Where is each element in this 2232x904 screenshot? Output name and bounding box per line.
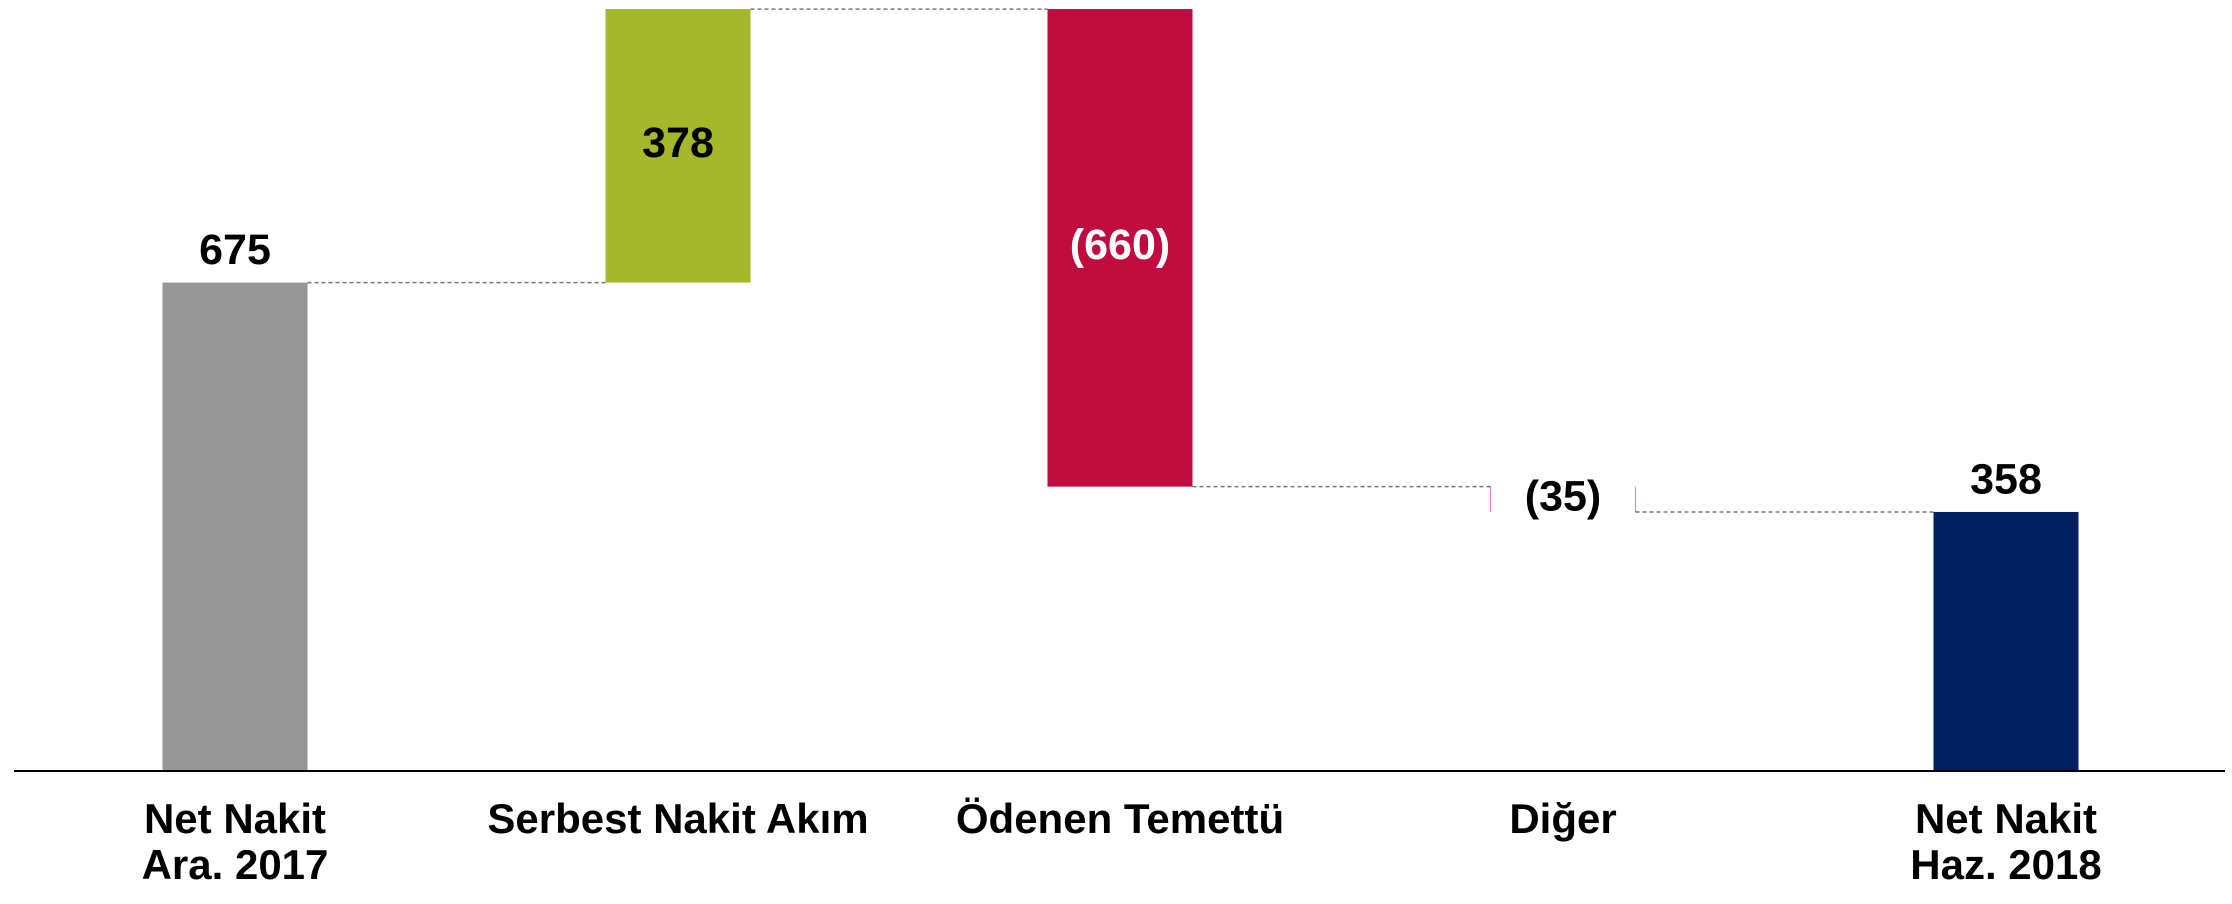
x-tick-label: Net Nakit Haz. 2018 bbox=[1910, 795, 2102, 888]
bar bbox=[1047, 9, 1193, 487]
x-tick-label: Ödenen Temettü bbox=[955, 795, 1285, 842]
x-tick-label: Diğer bbox=[1509, 795, 1617, 842]
value-label: 378 bbox=[642, 119, 714, 167]
bar bbox=[162, 282, 308, 771]
label-bg bbox=[1491, 473, 1635, 526]
value-label: (35) bbox=[1525, 473, 1601, 521]
value-label: (660) bbox=[1070, 221, 1170, 269]
bar bbox=[605, 9, 751, 283]
x-tick-label: Net Nakit Ara. 2017 bbox=[141, 795, 329, 888]
value-label: 358 bbox=[1970, 455, 2042, 503]
value-label: 675 bbox=[199, 226, 271, 274]
x-tick-label: Serbest Nakit Akım bbox=[487, 795, 869, 842]
bar bbox=[1933, 511, 2079, 771]
